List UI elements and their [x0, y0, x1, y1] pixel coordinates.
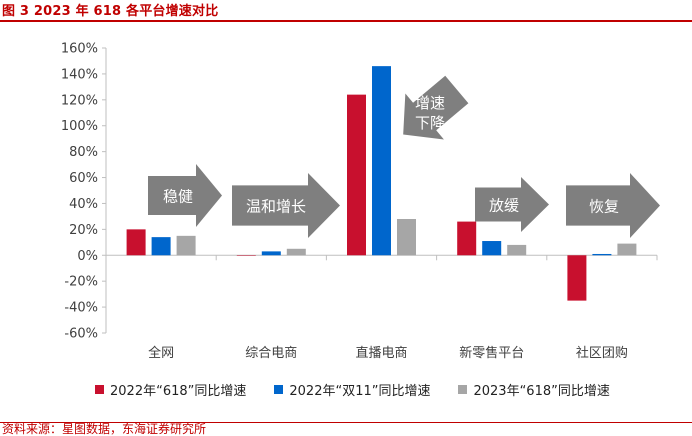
annotation-label: 恢复	[589, 198, 619, 216]
y-tick-label: 120%	[61, 93, 98, 108]
annotation-label: 放缓	[489, 197, 519, 215]
source-note: 资料来源：星图数据，东海证券研究所	[2, 422, 207, 436]
annotation-arrow: 稳健	[148, 164, 222, 227]
y-tick-label: 40%	[69, 197, 98, 212]
legend-swatch-series-3	[458, 385, 468, 394]
bar-series-1-2	[347, 94, 366, 256]
legend-label-series-1: 2022年“618”同比增速	[110, 384, 247, 399]
legend-item-series-1: 2022年“618”同比增速	[95, 380, 246, 399]
legend-swatch-series-2	[274, 385, 284, 394]
x-tick-label: 直播电商	[355, 346, 407, 361]
y-tick-label: 80%	[69, 145, 98, 160]
y-tick-label: 100%	[61, 119, 98, 134]
bar-series-3-3	[507, 244, 527, 256]
x-tick-label: 综合电商	[245, 346, 297, 361]
footer-divider	[0, 422, 692, 423]
bar-series-2-3	[482, 241, 502, 256]
bar-chart: 160% 140% 120% 100% 80% 60% 40% 20% 0% -20% -40% -6…	[61, 42, 660, 361]
bar-series-3-2	[397, 219, 416, 256]
bar-series-3-4	[617, 243, 637, 256]
bar-series-3-0	[176, 235, 196, 256]
chart-legend: 2022年“618”同比增速 2022年“双11”同比增速 2023年“618”…	[95, 380, 610, 399]
annotation-label: 下降	[415, 114, 445, 132]
bar-series-1-0	[126, 229, 146, 256]
legend-item-series-3: 2023年“618”同比增速	[458, 380, 610, 399]
y-tick-label: 20%	[69, 223, 98, 238]
annotation-arrow: 放缓	[475, 177, 549, 232]
annotation-arrow: 恢复	[566, 173, 660, 238]
y-tick-label: 0%	[77, 249, 98, 264]
y-tick-label: 140%	[61, 67, 98, 82]
bar-series-1-1	[236, 255, 256, 256]
chart-bars	[126, 66, 637, 301]
legend-item-series-2: 2022年“双11”同比增速	[274, 380, 430, 399]
bar-series-2-2	[372, 66, 391, 256]
annotation-label: 温和增长	[246, 198, 306, 216]
bar-series-1-4	[567, 255, 587, 301]
figure-title: 图 3 2023 年 618 各平台增速对比	[2, 4, 219, 19]
y-tick-label: -40%	[64, 301, 98, 316]
legend-label-series-2: 2022年“双11”同比增速	[289, 384, 431, 399]
x-tick-label: 全网	[148, 345, 174, 361]
bar-series-2-4	[592, 253, 612, 256]
legend-label-series-3: 2023年“618”同比增速	[473, 384, 610, 399]
bar-series-1-3	[457, 221, 477, 256]
y-tick-label: -20%	[64, 275, 98, 290]
y-tick-label: -60%	[64, 327, 98, 342]
annotation-label: 增速	[415, 94, 445, 112]
x-tick-label: 社区团购	[576, 345, 628, 361]
title-divider	[0, 20, 692, 22]
bar-series-2-0	[151, 237, 171, 256]
x-tick-label: 新零售平台	[459, 345, 524, 361]
legend-swatch-series-1	[95, 385, 104, 394]
bar-series-2-1	[261, 251, 281, 256]
annotation-label: 稳健	[163, 188, 193, 206]
bar-series-3-1	[286, 248, 306, 256]
y-tick-label: 60%	[69, 171, 98, 186]
y-tick-label: 160%	[61, 42, 98, 57]
chart-axes: 160% 140% 120% 100% 80% 60% 40% 20% 0% -20% -40% -6…	[61, 42, 658, 361]
annotation-arrow: 温和增长	[232, 173, 340, 238]
